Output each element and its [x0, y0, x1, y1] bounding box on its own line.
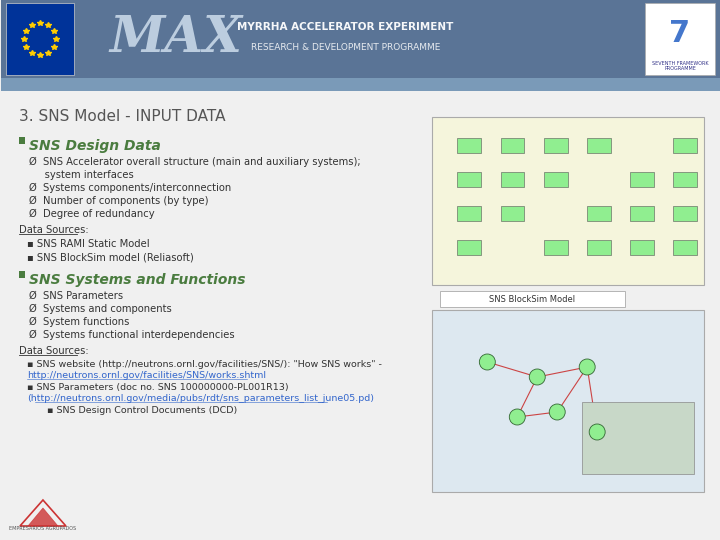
Bar — [19, 137, 25, 144]
Bar — [19, 271, 25, 278]
Text: SNS Design Data: SNS Design Data — [29, 139, 161, 153]
Circle shape — [529, 369, 545, 385]
Text: Ø  SNS Parameters: Ø SNS Parameters — [29, 291, 123, 301]
Text: Data Sources:: Data Sources: — [19, 346, 89, 356]
Text: 7: 7 — [670, 18, 690, 48]
Text: Ø  SNS Accelerator overall structure (main and auxiliary systems);: Ø SNS Accelerator overall structure (mai… — [29, 157, 361, 167]
Bar — [587, 138, 611, 153]
Bar — [1, 0, 720, 78]
Text: ▪ SNS website (http://neutrons.ornl.gov/facilities/SNS/): "How SNS works" -: ▪ SNS website (http://neutrons.ornl.gov/… — [27, 360, 382, 369]
Text: http://neutrons.ornl.gov/facilities/SNS/works.shtml: http://neutrons.ornl.gov/facilities/SNS/… — [27, 371, 266, 380]
Bar — [1, 91, 720, 540]
Text: (http://neutrons.ornl.gov/media/pubs/rdt/sns_parameters_list_june05.pd): (http://neutrons.ornl.gov/media/pubs/rdt… — [27, 394, 374, 403]
Bar — [630, 240, 654, 255]
Bar — [433, 117, 704, 285]
Bar — [433, 310, 704, 492]
Bar — [457, 172, 482, 187]
Bar — [457, 240, 482, 255]
Text: Ø  Systems and components: Ø Systems and components — [29, 304, 172, 314]
Bar — [457, 206, 482, 221]
Text: system interfaces: system interfaces — [29, 170, 134, 180]
Text: MAX: MAX — [109, 15, 242, 64]
Circle shape — [549, 404, 565, 420]
Circle shape — [480, 354, 495, 370]
Bar — [457, 138, 482, 153]
Bar — [673, 206, 697, 221]
Bar — [630, 206, 654, 221]
Text: Ø  Systems functional interdependencies: Ø Systems functional interdependencies — [29, 330, 235, 340]
Text: MYRRHA ACCELERATOR EXPERIMENT: MYRRHA ACCELERATOR EXPERIMENT — [238, 22, 454, 32]
Bar — [630, 172, 654, 187]
Text: ▪ SNS BlockSim model (Reliasoft): ▪ SNS BlockSim model (Reliasoft) — [27, 253, 194, 263]
Bar — [500, 206, 524, 221]
Text: SNS BlockSim Model: SNS BlockSim Model — [489, 294, 575, 303]
Bar — [582, 402, 694, 474]
Text: RESEARCH & DEVELOPMENT PROGRAMME: RESEARCH & DEVELOPMENT PROGRAMME — [251, 43, 440, 51]
Bar — [441, 291, 625, 307]
Text: Data Sources:: Data Sources: — [19, 225, 89, 235]
Bar — [587, 240, 611, 255]
Bar — [587, 206, 611, 221]
Bar — [500, 172, 524, 187]
Text: Ø  System functions: Ø System functions — [29, 317, 130, 327]
Bar — [544, 172, 567, 187]
Text: ▪ SNS RAMI Static Model: ▪ SNS RAMI Static Model — [27, 239, 150, 249]
Text: Ø  Degree of redundancy: Ø Degree of redundancy — [29, 209, 155, 219]
Text: EMPRESARIOS AGRUPADOS: EMPRESARIOS AGRUPADOS — [9, 526, 76, 531]
Polygon shape — [28, 508, 58, 526]
Text: Ø  Number of components (by type): Ø Number of components (by type) — [29, 196, 209, 206]
Circle shape — [579, 359, 595, 375]
Circle shape — [509, 409, 526, 425]
Bar — [645, 3, 715, 75]
Circle shape — [589, 424, 606, 440]
Text: Ø  Systems components/interconnection: Ø Systems components/interconnection — [29, 183, 231, 193]
Text: 3. SNS Model - INPUT DATA: 3. SNS Model - INPUT DATA — [19, 109, 225, 124]
Bar — [544, 138, 567, 153]
Bar — [673, 172, 697, 187]
Bar — [1, 78, 720, 91]
Bar — [544, 240, 567, 255]
Bar — [500, 138, 524, 153]
Text: ▪ SNS Parameters (doc no. SNS 100000000-PL001R13): ▪ SNS Parameters (doc no. SNS 100000000-… — [27, 383, 289, 392]
Bar — [673, 240, 697, 255]
Text: ▪ SNS Design Control Documents (DCD): ▪ SNS Design Control Documents (DCD) — [47, 406, 237, 415]
Text: SEVENTH FRAMEWORK
PROGRAMME: SEVENTH FRAMEWORK PROGRAMME — [652, 60, 708, 71]
Bar — [673, 138, 697, 153]
Text: SNS Systems and Functions: SNS Systems and Functions — [29, 273, 246, 287]
Bar — [6, 3, 74, 75]
